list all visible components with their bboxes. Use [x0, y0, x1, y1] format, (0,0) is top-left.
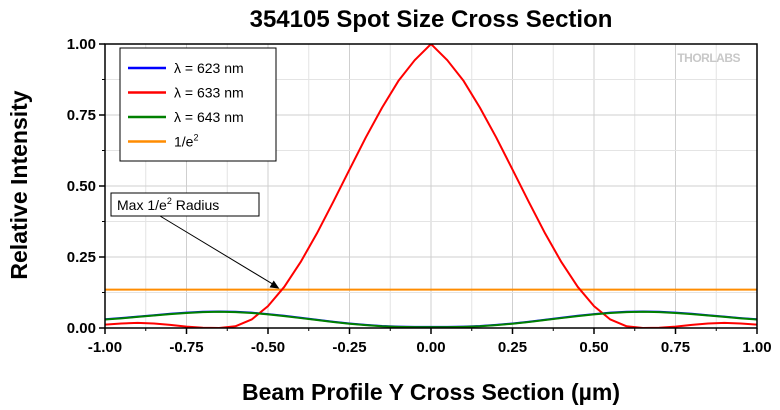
x-tick-label: 1.00 [742, 339, 771, 356]
y-tick-label: 0.50 [67, 178, 96, 195]
x-tick-label: -1.00 [88, 339, 122, 356]
legend-label-1: λ = 633 nm [174, 85, 244, 101]
x-axis-label: Beam Profile Y Cross Section (µm) [242, 379, 620, 405]
x-tick-label: -0.25 [332, 339, 366, 356]
x-tick-label: 0.75 [661, 339, 690, 356]
annotation-sup: 2 [167, 196, 172, 206]
legend-sup: 2 [193, 133, 198, 143]
chart-title: 354105 Spot Size Cross Section [250, 6, 613, 33]
annotation-text: Max 1/e2 Radius [117, 196, 219, 213]
legend-label-3: 1/e2 [174, 133, 198, 150]
x-tick-label: 0.25 [498, 339, 527, 356]
series-line-2 [105, 310, 757, 328]
x-tick-label: 0.00 [416, 339, 445, 356]
y-tick-labels: 0.00 0.25 0.50 0.75 1.00 [67, 36, 96, 337]
brand-watermark: THORLABS [677, 51, 740, 65]
annotation-arrow-head [269, 280, 280, 289]
x-tick-label: -0.75 [169, 339, 203, 356]
x-tick-labels: -1.00 -0.75 -0.50 -0.25 0.00 0.25 0.50 0.75 1.00 [88, 339, 772, 356]
x-tick-label: 0.50 [579, 339, 608, 356]
annotation-text-after: Radius [172, 197, 219, 213]
annotation-arrow-line [159, 215, 278, 288]
legend-label-0: λ = 623 nm [174, 60, 244, 76]
y-tick-label: 0.75 [67, 107, 96, 124]
y-tick-label: 0.00 [67, 320, 96, 337]
y-tick-label: 0.25 [67, 249, 96, 266]
annotation-box [110, 192, 260, 217]
y-tick-label: 1.00 [67, 36, 96, 53]
annotation: Max 1/e2 Radius [110, 192, 280, 289]
x-tick-label: -0.50 [251, 339, 285, 356]
axis-ticks [99, 43, 758, 334]
legend-label-2: λ = 643 nm [174, 109, 244, 125]
y-axis-label: Relative Intensity [6, 90, 32, 279]
legend: λ = 623 nm λ = 633 nm λ = 643 nm 1/e2 [119, 47, 277, 162]
